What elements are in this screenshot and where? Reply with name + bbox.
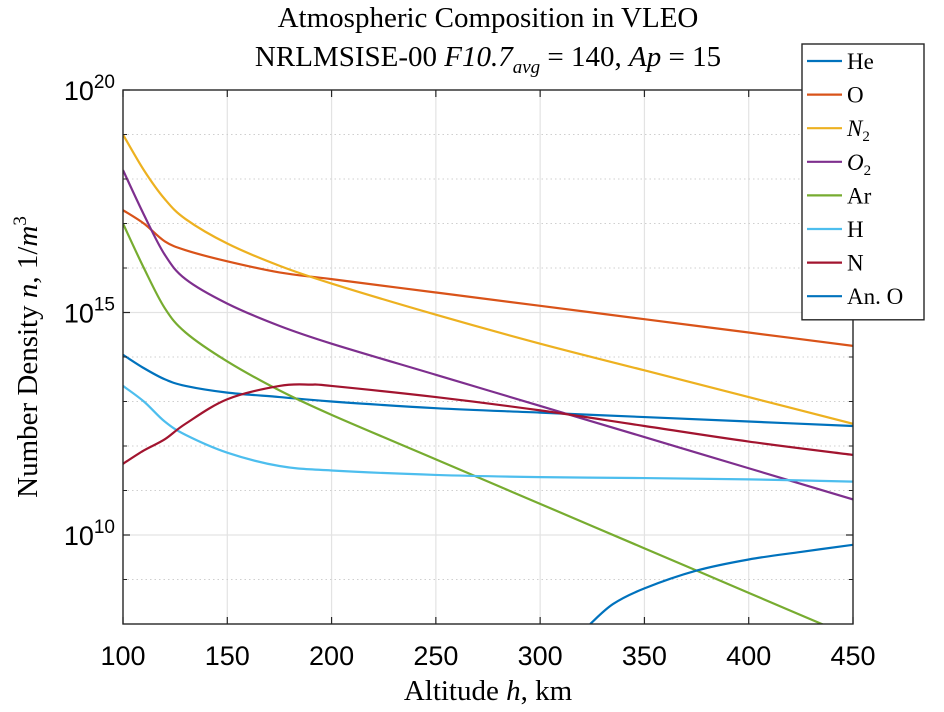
series-lines bbox=[123, 133, 853, 624]
series-line-3 bbox=[123, 133, 853, 425]
series-line-5 bbox=[123, 223, 825, 624]
x-axis-label: Altitude h, km bbox=[404, 675, 573, 707]
title-ap-value: = 15 bbox=[661, 41, 721, 73]
series-line-1 bbox=[123, 353, 853, 428]
legend-label: N2 bbox=[846, 116, 870, 145]
x-tick-label: 450 bbox=[830, 641, 875, 671]
legend-label: N bbox=[847, 251, 864, 276]
legend-entry: O2 bbox=[807, 150, 871, 179]
legend-label: H bbox=[847, 217, 864, 242]
y-tick-label: 1015 bbox=[64, 295, 115, 329]
legend-entry: Ar bbox=[807, 183, 872, 208]
title-model-name: NRLMSISE-00 bbox=[255, 41, 444, 73]
x-tick-label: 100 bbox=[100, 641, 145, 671]
legend-entry: An. O bbox=[807, 284, 903, 309]
title-f107-value: = 140, bbox=[540, 41, 629, 73]
legend-entry: H bbox=[807, 217, 864, 242]
grid bbox=[123, 90, 853, 624]
x-tick-label: 250 bbox=[413, 641, 458, 671]
legend-label: O2 bbox=[847, 150, 871, 179]
legend-box bbox=[801, 43, 925, 321]
chart-title-line1: Atmospheric Composition in VLEO bbox=[278, 2, 699, 34]
title-f107-subscript: avg bbox=[513, 57, 540, 78]
legend-entry: O bbox=[807, 83, 864, 108]
legend-label: Ar bbox=[847, 183, 872, 208]
x-tick-label: 350 bbox=[622, 641, 667, 671]
axis-ticks: 100 150 200 250 300 350 400 450 1010 1015 1020 bbox=[64, 72, 876, 671]
legend-entry: He bbox=[807, 49, 874, 74]
legend-label: He bbox=[847, 49, 874, 74]
legend-label: O bbox=[847, 83, 864, 108]
chart-title-line2: NRLMSISE-00 F10.7avg = 140, Ap = 15 bbox=[255, 41, 721, 78]
title-ap: Ap bbox=[627, 41, 661, 73]
legend-entry: N bbox=[807, 251, 864, 276]
series-line-6 bbox=[123, 385, 853, 483]
title-f107: F10.7 bbox=[443, 41, 514, 73]
legend-entry: N2 bbox=[807, 116, 870, 145]
series-line-7 bbox=[123, 383, 853, 465]
series-line-8 bbox=[589, 543, 853, 624]
x-tick-label: 150 bbox=[205, 641, 250, 671]
y-axis-label: Number Density n, 1/m3 bbox=[10, 216, 44, 498]
series-line-2 bbox=[123, 209, 853, 347]
x-tick-label: 300 bbox=[518, 641, 563, 671]
y-tick-label: 1010 bbox=[64, 517, 115, 551]
y-tick-label: 1020 bbox=[64, 72, 115, 106]
legend-label: An. O bbox=[847, 284, 903, 309]
series-line-4 bbox=[123, 169, 853, 501]
x-tick-label: 400 bbox=[726, 641, 771, 671]
x-tick-label: 200 bbox=[309, 641, 354, 671]
legend: He O N2 O2 Ar HN An. O bbox=[801, 43, 925, 321]
